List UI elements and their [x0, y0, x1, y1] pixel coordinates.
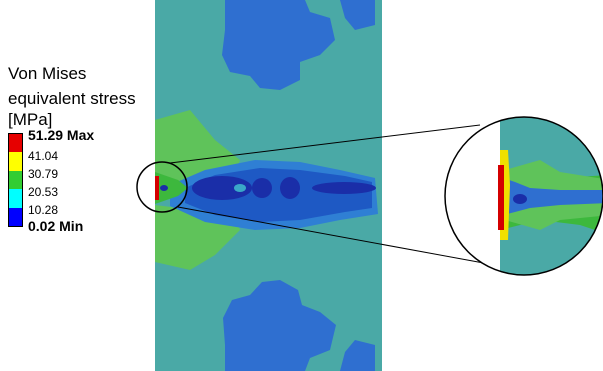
legend-value-2: 30.79: [28, 167, 59, 181]
zoom-view-border: [444, 116, 603, 276]
legend-color-red: [9, 134, 22, 153]
legend-color-yellow: [9, 152, 22, 171]
legend-value-3: 20.53: [28, 185, 59, 199]
legend-color-blue: [9, 207, 22, 227]
green-stress-zone: [155, 110, 240, 182]
callout-leader-top: [169, 124, 481, 164]
legend-title-line-1: Von Mises: [8, 64, 87, 83]
zoomed-detail-view: [498, 117, 603, 275]
legend-min-label: 0.02 Min: [28, 218, 84, 234]
legend-value-4: 10.28: [28, 203, 59, 217]
callout-leader-bottom: [177, 206, 501, 267]
legend-title-line-2: equivalent stress: [8, 89, 136, 108]
legend-title-line-3: [MPa]: [8, 110, 53, 129]
detail-callout-circle: [136, 161, 188, 213]
legend-color-green: [9, 170, 22, 190]
top-low-stress-region: [222, 0, 335, 90]
legend-value-1: 41.04: [28, 149, 59, 163]
hole-stress-concentration: [155, 172, 188, 204]
legend-max-label: 51.29 Max: [28, 127, 95, 143]
legend-color-bar: [8, 133, 23, 227]
bottom-low-stress-region: [223, 280, 336, 371]
plate-stress-field: [155, 0, 382, 371]
legend-color-cyan: [9, 189, 22, 208]
